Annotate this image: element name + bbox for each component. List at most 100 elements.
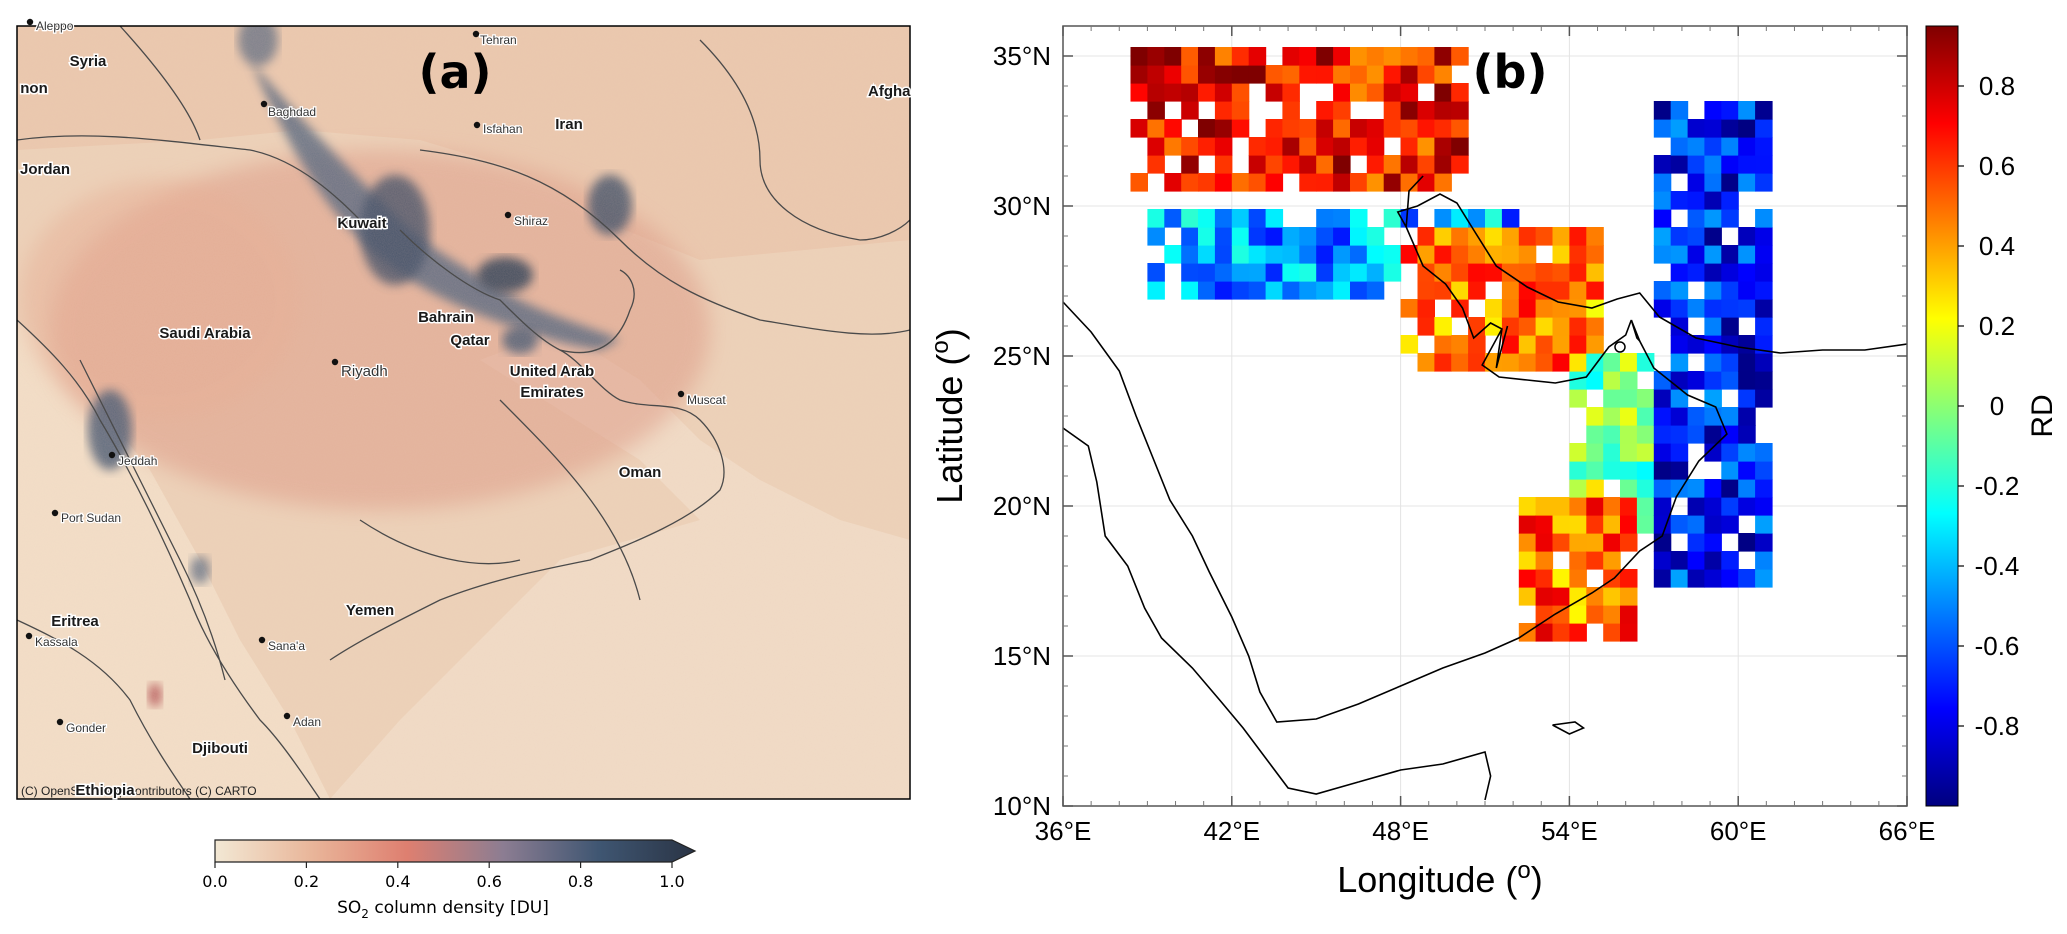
heatmap-cell bbox=[1653, 407, 1672, 426]
heatmap-cell bbox=[1653, 461, 1672, 480]
heatmap-cell bbox=[1687, 407, 1706, 426]
so2-colorbar-tick-label: 0.2 bbox=[294, 872, 319, 891]
heatmap-cell bbox=[1468, 317, 1486, 336]
heatmap-cell bbox=[1265, 83, 1284, 102]
heatmap-cell bbox=[1721, 497, 1739, 516]
heatmap-cell bbox=[1704, 515, 1722, 534]
heatmap-cell bbox=[1552, 569, 1570, 588]
heatmap-cell bbox=[1569, 317, 1587, 336]
heatmap-cell bbox=[1569, 461, 1587, 480]
heatmap-cell bbox=[1265, 245, 1284, 264]
heatmap-cell bbox=[1603, 389, 1621, 408]
heatmap-cell bbox=[1248, 65, 1267, 84]
heatmap-cell bbox=[1147, 83, 1165, 102]
so2-colorbar-tick-label: 0.6 bbox=[476, 872, 501, 891]
x-tick-label: 60°E bbox=[1710, 816, 1767, 846]
heatmap-cell bbox=[1670, 389, 1689, 408]
heatmap-cell bbox=[1704, 137, 1722, 156]
heatmap-cell bbox=[1586, 533, 1604, 552]
heatmap-cell bbox=[1417, 245, 1435, 264]
heatmap-cell bbox=[1687, 119, 1706, 138]
heatmap-cell bbox=[1383, 245, 1402, 264]
heatmap-cell bbox=[1721, 551, 1739, 570]
heatmap-cell bbox=[1248, 281, 1267, 300]
heatmap-cell bbox=[1704, 299, 1722, 318]
city-label: Adan bbox=[293, 715, 321, 729]
heatmap-cell bbox=[1569, 443, 1587, 462]
heatmap-cell bbox=[1164, 119, 1182, 138]
heatmap-cell bbox=[1434, 155, 1452, 174]
heatmap-cell bbox=[1248, 245, 1267, 264]
map-a-borders bbox=[17, 26, 910, 799]
heatmap-cell bbox=[1147, 119, 1165, 138]
heatmap-cell bbox=[1653, 281, 1672, 300]
city-dot bbox=[504, 211, 512, 219]
heatmap-cell bbox=[1198, 281, 1216, 300]
heatmap-cell bbox=[1366, 137, 1385, 156]
heatmap-cell bbox=[1552, 353, 1570, 372]
heatmap-cell bbox=[1569, 227, 1587, 246]
heatmap-cell bbox=[1485, 227, 1503, 246]
heatmap-cell bbox=[1350, 83, 1368, 102]
heatmap-cell bbox=[1164, 173, 1182, 192]
heatmap-cell bbox=[1755, 461, 1773, 480]
map-a-noise-texture bbox=[17, 26, 910, 799]
heatmap-cell bbox=[1586, 317, 1604, 336]
heatmap-cell bbox=[1417, 65, 1435, 84]
heatmap-cell bbox=[1468, 245, 1486, 264]
heatmap-cell bbox=[1400, 47, 1419, 66]
heatmap-cell bbox=[1687, 515, 1706, 534]
heatmap-cell bbox=[1721, 209, 1739, 228]
heatmap-cell bbox=[1755, 299, 1773, 318]
city-dot bbox=[108, 451, 116, 459]
heatmap-cell bbox=[1366, 47, 1385, 66]
heatmap-cell bbox=[1299, 65, 1317, 84]
y-tick-label: 20°N bbox=[993, 491, 1051, 521]
so2-colorbar-ticks: 0.0 0.2 0.4 0.6 0.8 1.0 bbox=[202, 862, 685, 891]
heatmap-cell bbox=[1636, 407, 1655, 426]
heatmap-cell bbox=[1586, 443, 1604, 462]
heatmap-cell bbox=[1586, 515, 1604, 534]
heatmap-cell bbox=[1181, 47, 1199, 66]
heatmap-cell bbox=[1130, 47, 1148, 66]
heatmap-cell bbox=[1265, 65, 1284, 84]
heatmap-cell bbox=[1400, 65, 1419, 84]
city-dot bbox=[283, 712, 291, 720]
heatmap-cell bbox=[1383, 83, 1402, 102]
heatmap-cell bbox=[1653, 119, 1672, 138]
heatmap-cell bbox=[1721, 461, 1739, 480]
heatmap-cell bbox=[1198, 65, 1216, 84]
heatmap-cell bbox=[1670, 191, 1689, 210]
heatmap-cell bbox=[1704, 353, 1722, 372]
heatmap-cell bbox=[1214, 227, 1233, 246]
heatmap-cell bbox=[1603, 515, 1621, 534]
heatmap-cell bbox=[1400, 245, 1419, 264]
heatmap-cell bbox=[1333, 83, 1351, 102]
heatmap-cell bbox=[1653, 389, 1672, 408]
map-attribution: (C) OpenStreetMap contributors (C) CARTO bbox=[21, 784, 257, 798]
heatmap-cell bbox=[1518, 551, 1537, 570]
heatmap-cell bbox=[1586, 335, 1604, 354]
heatmap-cell bbox=[1265, 119, 1284, 138]
chart-b-coastlines bbox=[1063, 175, 1907, 801]
heatmap-cell bbox=[1333, 245, 1351, 264]
heatmap-cell bbox=[1417, 263, 1435, 282]
heatmap-cell bbox=[1417, 173, 1435, 192]
city-dot bbox=[331, 358, 339, 366]
heatmap-cell bbox=[1248, 263, 1267, 282]
heatmap-cell bbox=[1704, 173, 1722, 192]
heatmap-cell bbox=[1704, 263, 1722, 282]
heatmap-cell bbox=[1620, 515, 1638, 534]
heatmap-cell bbox=[1451, 263, 1469, 282]
heatmap-cell bbox=[1518, 263, 1537, 282]
heatmap-cell bbox=[1299, 155, 1317, 174]
heatmap-cell bbox=[1417, 317, 1435, 336]
heatmap-cell bbox=[1282, 137, 1300, 156]
heatmap-cell bbox=[1501, 299, 1520, 318]
heatmap-cell bbox=[1383, 209, 1402, 228]
heatmap-cell bbox=[1620, 479, 1638, 498]
heatmap-cell bbox=[1552, 515, 1570, 534]
x-tick-label: 66°E bbox=[1879, 816, 1936, 846]
country-label: non bbox=[20, 80, 48, 97]
heatmap-cell bbox=[1704, 191, 1722, 210]
